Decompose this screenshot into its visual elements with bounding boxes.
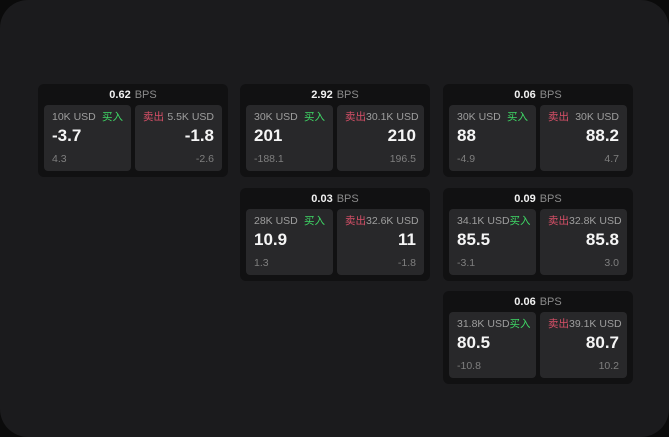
buy-price: 201 [254, 126, 283, 145]
bps-header: 2.92 BPS [240, 84, 430, 105]
quote-card[interactable]: 0.03 BPS 28K USD 买入 10.9 1.3 卖出 32.6K US… [240, 188, 430, 281]
sell-amount: 5.5K USD [167, 111, 214, 123]
bps-header: 0.62 BPS [38, 84, 228, 105]
bps-suffix: BPS [134, 88, 157, 101]
sell-side-label: 卖出 [143, 111, 164, 123]
buy-panel[interactable]: 30K USD 买入 88 -4.9 [449, 105, 536, 171]
buy-amount: 28K USD [254, 215, 298, 227]
sell-amount: 32.8K USD [569, 215, 622, 227]
buy-price: 88 [457, 126, 476, 145]
bps-value: 0.62 [109, 88, 131, 101]
buy-delta: -10.8 [457, 360, 481, 372]
sell-delta: 10.2 [598, 360, 619, 372]
buy-side-label: 买入 [304, 215, 325, 227]
bps-suffix: BPS [336, 192, 359, 205]
sell-price: 85.8 [585, 230, 619, 249]
bps-header: 0.09 BPS [443, 188, 633, 209]
buy-price: -3.7 [52, 126, 82, 145]
sell-side-label: 卖出 [548, 111, 569, 123]
bps-suffix: BPS [539, 192, 562, 205]
sell-delta: 196.5 [389, 153, 416, 165]
bps-suffix: BPS [539, 88, 562, 101]
sell-amount: 30K USD [575, 111, 619, 123]
quote-card[interactable]: 0.06 BPS 30K USD 买入 88 -4.9 卖出 30K USD [443, 84, 633, 177]
bps-suffix: BPS [539, 295, 562, 308]
bps-suffix: BPS [336, 88, 359, 101]
buy-side-label: 买入 [509, 215, 531, 227]
bps-header: 0.03 BPS [240, 188, 430, 209]
buy-panel[interactable]: 31.8K USD 买入 80.5 -10.8 [449, 312, 536, 378]
buy-panel[interactable]: 34.1K USD 买入 85.5 -3.1 [449, 209, 536, 275]
sell-panel[interactable]: 卖出 39.1K USD 80.7 10.2 [540, 312, 627, 378]
buy-amount: 10K USD [52, 111, 96, 123]
buy-delta: -188.1 [254, 153, 284, 165]
buy-side-label: 买入 [102, 111, 123, 123]
buy-amount: 30K USD [457, 111, 501, 123]
buy-delta: 1.3 [254, 257, 269, 269]
sell-delta: -2.6 [195, 153, 214, 165]
buy-price: 80.5 [457, 333, 491, 352]
buy-delta: -4.9 [457, 153, 476, 165]
buy-amount: 31.8K USD [457, 318, 510, 330]
bps-value: 0.06 [514, 295, 536, 308]
bps-value: 2.92 [311, 88, 333, 101]
sell-delta: -1.8 [397, 257, 416, 269]
bps-value: 0.06 [514, 88, 536, 101]
sell-amount: 32.6K USD [366, 215, 419, 227]
buy-side-label: 买入 [304, 111, 325, 123]
buy-price: 85.5 [457, 230, 491, 249]
buy-amount: 34.1K USD [457, 215, 510, 227]
bps-value: 0.03 [311, 192, 333, 205]
quote-card[interactable]: 0.06 BPS 31.8K USD 买入 80.5 -10.8 卖出 39.1… [443, 291, 633, 384]
buy-amount: 30K USD [254, 111, 298, 123]
sell-side-label: 卖出 [345, 111, 366, 123]
sell-price: 11 [398, 230, 416, 249]
quote-card[interactable]: 0.09 BPS 34.1K USD 买入 85.5 -3.1 卖出 32.8K… [443, 188, 633, 281]
sell-price: -1.8 [184, 126, 214, 145]
sell-delta: 3.0 [604, 257, 619, 269]
sell-side-label: 卖出 [548, 318, 569, 330]
sell-panel[interactable]: 卖出 30.1K USD 210 196.5 [337, 105, 424, 171]
sell-price: 88.2 [585, 126, 619, 145]
sell-panel[interactable]: 卖出 32.6K USD 11 -1.8 [337, 209, 424, 275]
buy-side-label: 买入 [509, 318, 531, 330]
sell-panel[interactable]: 卖出 5.5K USD -1.8 -2.6 [135, 105, 222, 171]
buy-delta: -3.1 [457, 257, 476, 269]
sell-side-label: 卖出 [345, 215, 366, 227]
sell-panel[interactable]: 卖出 30K USD 88.2 4.7 [540, 105, 627, 171]
buy-panel[interactable]: 28K USD 买入 10.9 1.3 [246, 209, 333, 275]
buy-price: 10.9 [254, 230, 288, 249]
bps-value: 0.09 [514, 192, 536, 205]
sell-price: 210 [387, 126, 416, 145]
sell-delta: 4.7 [604, 153, 619, 165]
buy-panel[interactable]: 30K USD 买入 201 -188.1 [246, 105, 333, 171]
sell-side-label: 卖出 [548, 215, 569, 227]
sell-amount: 30.1K USD [366, 111, 419, 123]
quote-card[interactable]: 2.92 BPS 30K USD 买入 201 -188.1 卖出 30.1K … [240, 84, 430, 177]
sell-panel[interactable]: 卖出 32.8K USD 85.8 3.0 [540, 209, 627, 275]
quote-card[interactable]: 0.62 BPS 10K USD 买入 -3.7 4.3 卖出 5.5K USD [38, 84, 228, 177]
buy-side-label: 买入 [507, 111, 528, 123]
sell-amount: 39.1K USD [569, 318, 622, 330]
buy-panel[interactable]: 10K USD 买入 -3.7 4.3 [44, 105, 131, 171]
buy-delta: 4.3 [52, 153, 67, 165]
bps-header: 0.06 BPS [443, 291, 633, 312]
sell-price: 80.7 [585, 333, 619, 352]
bps-header: 0.06 BPS [443, 84, 633, 105]
